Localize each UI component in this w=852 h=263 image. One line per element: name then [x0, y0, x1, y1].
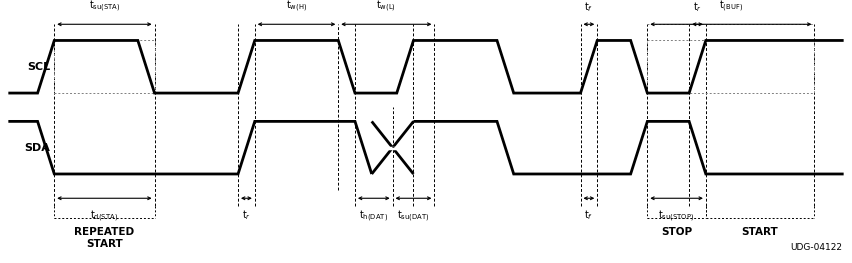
Text: t$_{\rm su(DAT)}$: t$_{\rm su(DAT)}$	[397, 208, 429, 224]
Text: -: -	[391, 143, 394, 152]
Text: t$_{\rm su(STA)}$: t$_{\rm su(STA)}$	[89, 0, 120, 14]
Text: t$_{\rm h(DAT)}$: t$_{\rm h(DAT)}$	[360, 208, 389, 224]
Text: t$_{\rm su(STOP)}$: t$_{\rm su(STOP)}$	[659, 208, 695, 224]
Text: t$_{\rm d(STA)}$: t$_{\rm d(STA)}$	[90, 208, 118, 224]
Text: t$_r$: t$_r$	[242, 208, 251, 222]
Text: REPEATED
START: REPEATED START	[74, 227, 135, 249]
Text: t$_{\rm w(L)}$: t$_{\rm w(L)}$	[377, 0, 396, 14]
Text: SDA: SDA	[24, 143, 50, 153]
Text: SCL: SCL	[27, 62, 50, 72]
Text: START: START	[742, 227, 779, 237]
Text: t$_f$: t$_f$	[584, 208, 594, 222]
Text: t$_f$: t$_f$	[584, 0, 594, 14]
Text: t$_{\rm w(H)}$: t$_{\rm w(H)}$	[286, 0, 308, 14]
Text: UDG-04122: UDG-04122	[790, 243, 842, 252]
Text: STOP: STOP	[661, 227, 692, 237]
Text: t$_r$: t$_r$	[693, 0, 702, 14]
Text: t$_{\rm (BUF)}$: t$_{\rm (BUF)}$	[719, 0, 743, 14]
